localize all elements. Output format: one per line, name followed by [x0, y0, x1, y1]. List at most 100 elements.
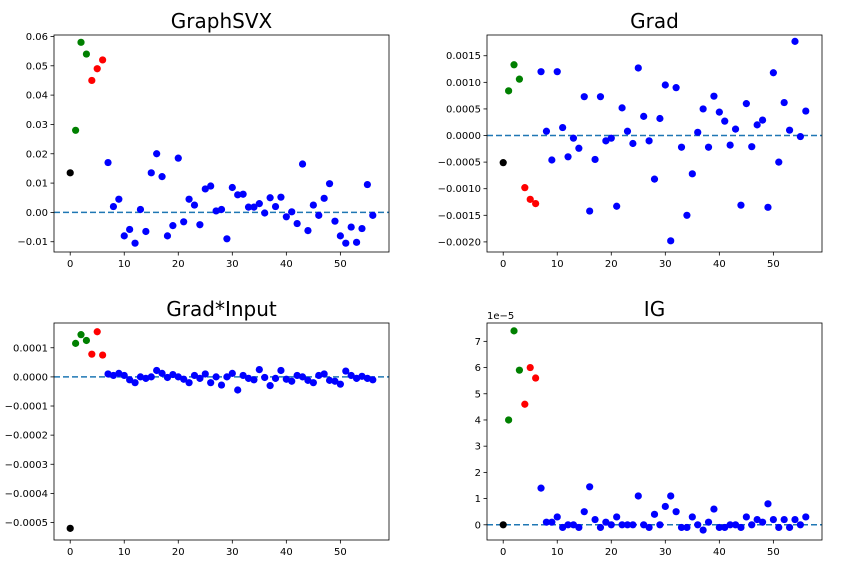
data-point-blue	[201, 370, 209, 378]
data-point-blue	[158, 173, 166, 181]
data-point-blue	[748, 521, 756, 529]
data-point-blue	[266, 382, 274, 390]
data-point-blue	[753, 515, 761, 524]
data-point-blue	[731, 125, 740, 133]
data-point-blue	[602, 137, 610, 145]
data-point-green	[505, 87, 513, 95]
data-point-black	[499, 159, 507, 167]
data-point-green	[515, 75, 524, 83]
subplot-0: GraphSVX 0 10 20 30 40 50 −0.01 0.00 0.01 0.02 0.03…	[17, 9, 390, 270]
data-point-blue	[163, 232, 172, 240]
data-point-blue	[618, 104, 626, 112]
data-point-blue	[721, 523, 729, 532]
data-point-blue	[564, 153, 572, 161]
data-point-blue	[677, 523, 686, 532]
data-point-blue	[661, 502, 669, 511]
data-point-blue	[196, 221, 204, 229]
data-point-blue	[721, 117, 729, 125]
data-point-blue	[607, 134, 615, 142]
x-tick-label: 10	[551, 259, 564, 270]
axes-frame	[53, 322, 390, 541]
y-tick-label: 3	[475, 442, 481, 453]
data-point-blue	[688, 170, 696, 178]
data-point-blue	[228, 369, 236, 377]
x-tick-label: 10	[118, 259, 131, 270]
y-tick-label: −0.0005	[5, 518, 48, 529]
data-point-blue	[217, 381, 226, 389]
data-point-blue	[115, 195, 123, 203]
data-point-blue	[212, 207, 220, 215]
data-point-black	[66, 169, 74, 177]
data-point-blue	[802, 513, 810, 521]
data-point-green	[72, 126, 80, 134]
x-tick-label: 30	[226, 259, 239, 270]
data-point-blue	[645, 523, 653, 532]
y-tick-label: 7	[475, 337, 481, 348]
data-point-blue	[315, 371, 323, 380]
data-point-blue	[559, 123, 567, 132]
data-point-blue	[618, 521, 626, 529]
data-point-red	[93, 328, 101, 336]
data-point-blue	[131, 379, 139, 387]
data-point-blue	[596, 93, 605, 101]
data-point-blue	[304, 226, 312, 235]
data-point-blue	[120, 371, 128, 380]
y-tick-label: −0.0001	[5, 402, 48, 413]
data-point-blue	[602, 518, 610, 526]
data-point-blue	[753, 121, 761, 129]
x-tick-label: 10	[551, 547, 564, 558]
data-point-blue	[293, 371, 301, 380]
data-point-blue	[244, 374, 253, 382]
y-tick-label: −0.0015	[438, 211, 481, 222]
data-point-blue	[613, 202, 621, 210]
subplot-title: Grad*Input	[166, 297, 277, 321]
data-point-blue	[158, 369, 166, 377]
x-tick-label: 20	[605, 259, 618, 270]
data-point-red	[88, 350, 96, 358]
data-point-blue	[136, 205, 145, 214]
data-point-blue	[623, 127, 632, 135]
y-tick-label: 0.0010	[446, 78, 481, 89]
x-tick-label: 50	[334, 259, 347, 270]
data-point-blue	[640, 521, 648, 529]
data-point-blue	[363, 180, 371, 189]
data-point-blue	[309, 379, 317, 387]
y-tick-label: 0.0015	[446, 51, 481, 62]
data-point-blue	[288, 208, 296, 216]
data-point-blue	[769, 515, 777, 524]
axes-frame	[486, 34, 823, 253]
data-point-blue	[580, 508, 588, 516]
data-point-blue	[640, 112, 648, 120]
data-point-blue	[104, 158, 112, 167]
y-tick-label: −0.0005	[438, 158, 481, 169]
data-point-blue	[634, 492, 642, 500]
data-point-blue	[775, 158, 783, 166]
y-tick-label: 4	[475, 415, 481, 426]
data-point-blue	[580, 93, 588, 101]
x-tick-label: 20	[172, 259, 185, 270]
data-point-blue	[575, 523, 583, 532]
data-point-blue	[239, 371, 247, 380]
data-point-blue	[331, 377, 339, 385]
data-point-blue	[542, 518, 551, 526]
data-point-blue	[548, 518, 556, 526]
y-tick-label: −0.0010	[438, 184, 481, 195]
y-tick-label: 0.04	[26, 91, 48, 102]
data-point-blue	[255, 200, 263, 208]
data-point-blue	[153, 150, 161, 158]
y-tick-label: −0.01	[17, 237, 48, 248]
y-tick-label: −0.0003	[5, 460, 48, 471]
data-point-blue	[347, 223, 355, 231]
data-point-blue	[764, 203, 772, 211]
data-point-blue	[217, 205, 226, 214]
data-point-blue	[169, 222, 177, 230]
data-point-green	[515, 366, 524, 374]
data-point-blue	[223, 235, 231, 243]
data-point-blue	[769, 69, 777, 77]
data-point-blue	[228, 183, 236, 192]
data-point-blue	[266, 194, 274, 202]
y-tick-label: 0.0005	[446, 104, 481, 115]
data-point-blue	[731, 521, 740, 529]
data-point-red	[521, 184, 529, 192]
data-point-blue	[293, 219, 301, 228]
